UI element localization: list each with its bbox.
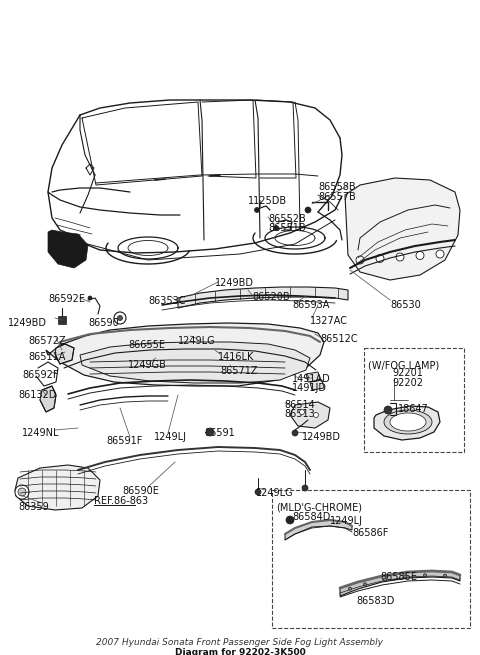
- Text: 86359: 86359: [18, 502, 49, 512]
- Text: 1491AD: 1491AD: [292, 374, 331, 384]
- Text: 86571Z: 86571Z: [220, 366, 257, 376]
- Text: 86590E: 86590E: [122, 486, 159, 496]
- Circle shape: [436, 250, 444, 258]
- Polygon shape: [306, 372, 320, 382]
- Text: 86590: 86590: [88, 318, 119, 328]
- Text: 1249GB: 1249GB: [128, 360, 167, 370]
- Text: 1249LJ: 1249LJ: [154, 432, 187, 442]
- Text: 86513: 86513: [284, 409, 315, 419]
- Circle shape: [18, 488, 26, 496]
- Text: 86520B: 86520B: [252, 292, 289, 302]
- Text: 1416LK: 1416LK: [218, 352, 254, 362]
- Polygon shape: [58, 316, 66, 324]
- Text: 1249BD: 1249BD: [302, 432, 341, 442]
- Polygon shape: [15, 465, 100, 510]
- Text: 1249LG: 1249LG: [178, 336, 216, 346]
- Text: 86591F: 86591F: [106, 436, 143, 446]
- Text: 86586F: 86586F: [352, 528, 388, 538]
- Circle shape: [416, 252, 424, 259]
- Circle shape: [363, 583, 367, 586]
- Circle shape: [302, 485, 308, 491]
- Polygon shape: [40, 386, 56, 412]
- Text: 86591: 86591: [204, 428, 235, 438]
- Circle shape: [404, 575, 407, 578]
- Text: 86511A: 86511A: [28, 352, 65, 362]
- Polygon shape: [46, 323, 324, 386]
- Polygon shape: [340, 571, 460, 596]
- Text: 86593A: 86593A: [292, 300, 329, 310]
- Circle shape: [88, 296, 92, 300]
- Circle shape: [206, 428, 214, 436]
- Text: 86514: 86514: [284, 400, 315, 410]
- Text: 86530: 86530: [390, 300, 421, 310]
- Circle shape: [255, 489, 261, 495]
- Circle shape: [313, 413, 319, 417]
- Polygon shape: [290, 402, 330, 428]
- Text: 86551B: 86551B: [268, 223, 306, 233]
- Circle shape: [423, 574, 427, 577]
- Text: 86132D: 86132D: [18, 390, 56, 400]
- Bar: [364, 348, 464, 452]
- Circle shape: [118, 316, 122, 320]
- Circle shape: [300, 409, 304, 415]
- Text: 86572Z: 86572Z: [28, 336, 66, 346]
- Circle shape: [286, 516, 294, 524]
- Text: (MLD'G-CHROME): (MLD'G-CHROME): [276, 502, 362, 512]
- Text: 86512C: 86512C: [320, 334, 358, 344]
- Text: 1249LG: 1249LG: [256, 488, 294, 498]
- Text: 1249BD: 1249BD: [8, 318, 47, 328]
- Text: 86584D: 86584D: [292, 512, 330, 522]
- Circle shape: [254, 208, 260, 212]
- Polygon shape: [80, 342, 310, 383]
- Text: 92202: 92202: [392, 378, 423, 388]
- Text: 1327AC: 1327AC: [310, 316, 348, 326]
- Circle shape: [396, 253, 404, 261]
- Text: 86585E: 86585E: [380, 572, 417, 582]
- Text: 86583D: 86583D: [356, 596, 395, 606]
- Circle shape: [376, 255, 384, 263]
- Text: 1249NL: 1249NL: [22, 428, 60, 438]
- Text: REF.86-863: REF.86-863: [94, 496, 148, 506]
- Text: 1249BD: 1249BD: [215, 278, 254, 288]
- Circle shape: [444, 574, 446, 577]
- Ellipse shape: [384, 410, 432, 434]
- Text: 86353C: 86353C: [148, 296, 185, 306]
- Polygon shape: [55, 344, 74, 364]
- Circle shape: [305, 207, 311, 213]
- Polygon shape: [374, 406, 440, 440]
- Circle shape: [114, 312, 126, 324]
- Polygon shape: [345, 178, 460, 280]
- Circle shape: [292, 430, 298, 436]
- Text: Diagram for 92202-3K500: Diagram for 92202-3K500: [175, 648, 305, 655]
- Circle shape: [384, 578, 386, 581]
- Circle shape: [348, 587, 351, 590]
- Polygon shape: [178, 287, 348, 308]
- Bar: [272, 490, 470, 628]
- Polygon shape: [48, 230, 88, 268]
- Text: 18647: 18647: [398, 404, 429, 414]
- Text: 1125DB: 1125DB: [248, 196, 287, 206]
- Text: 1491JD: 1491JD: [292, 383, 327, 393]
- Circle shape: [356, 256, 364, 264]
- Ellipse shape: [390, 413, 426, 431]
- Text: 86558B: 86558B: [318, 182, 356, 192]
- Text: 86557B: 86557B: [318, 192, 356, 202]
- Text: 1249LJ: 1249LJ: [330, 516, 363, 526]
- Text: 86592F: 86592F: [22, 370, 59, 380]
- Circle shape: [384, 406, 392, 414]
- Polygon shape: [310, 380, 324, 390]
- Polygon shape: [285, 520, 352, 540]
- Circle shape: [15, 485, 29, 499]
- Text: (W/FOG LAMP): (W/FOG LAMP): [368, 360, 439, 370]
- Text: 86592E: 86592E: [48, 294, 85, 304]
- Circle shape: [274, 225, 278, 231]
- Text: 2007 Hyundai Sonata Front Passenger Side Fog Light Assembly: 2007 Hyundai Sonata Front Passenger Side…: [96, 638, 384, 647]
- Text: 86655E: 86655E: [128, 340, 165, 350]
- Text: 86552B: 86552B: [268, 214, 306, 224]
- Text: 92201: 92201: [392, 368, 423, 378]
